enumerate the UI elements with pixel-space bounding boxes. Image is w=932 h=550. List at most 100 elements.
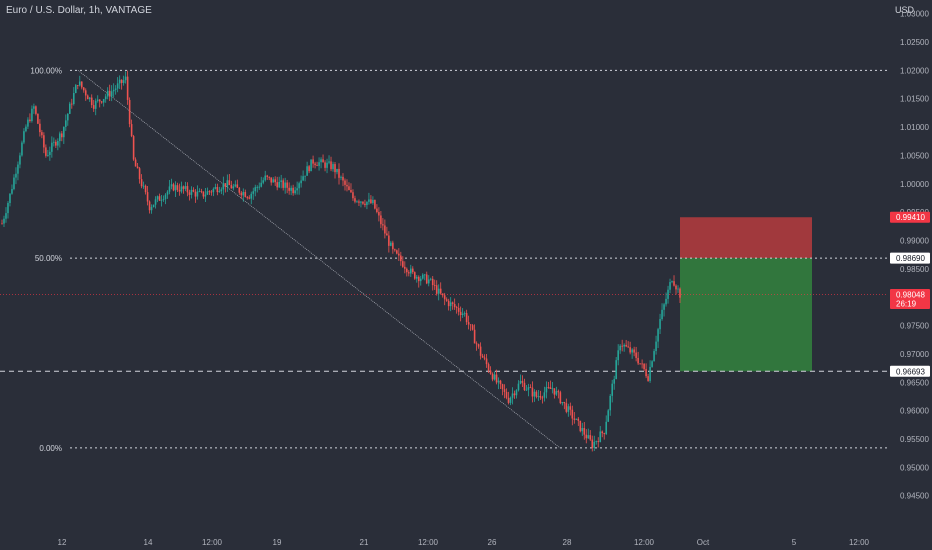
candle-body — [160, 199, 163, 201]
candle-body — [633, 349, 635, 353]
candle-body — [51, 142, 53, 152]
candle-body — [390, 242, 392, 246]
candle-body — [583, 427, 586, 435]
candle-body — [441, 293, 444, 296]
y-tick-label: 0.98500 — [900, 265, 929, 274]
candle-body — [80, 81, 83, 88]
candle-body — [208, 191, 211, 193]
candle-body — [473, 329, 476, 344]
candle-body — [553, 388, 556, 395]
candle-body — [677, 288, 679, 290]
candle-body — [226, 180, 229, 187]
candle-body — [400, 255, 402, 262]
candle-body — [256, 186, 259, 188]
candle-body — [102, 99, 105, 103]
candle-body — [188, 192, 191, 195]
candle-body — [184, 186, 187, 189]
candle-body — [366, 201, 368, 206]
candle-body — [49, 151, 51, 155]
price-tag — [890, 252, 930, 264]
candle-body — [324, 162, 326, 168]
y-tick-label: 0.94500 — [900, 492, 929, 501]
candle-body — [204, 194, 207, 197]
candle-body — [342, 176, 344, 181]
price-tag-label: 0.98690 — [896, 254, 925, 263]
candle-body — [447, 300, 450, 307]
candle-body — [368, 199, 370, 202]
candle-body — [330, 161, 332, 170]
candle-body — [541, 397, 544, 399]
candle-body — [33, 106, 35, 109]
candle-body — [13, 177, 15, 190]
candle-body — [595, 441, 598, 442]
y-tick-label: 1.02000 — [900, 66, 929, 75]
candle-body — [585, 434, 588, 439]
candle-body — [382, 224, 384, 226]
candle-body — [443, 295, 446, 300]
candle-body — [597, 441, 600, 442]
candle-body — [340, 176, 342, 178]
candle-body — [326, 162, 328, 168]
candle-body — [112, 89, 115, 92]
candle-body — [433, 285, 436, 286]
candle-body — [356, 201, 358, 203]
candle-body — [463, 313, 466, 314]
candle-body — [206, 191, 209, 195]
candle-body — [29, 119, 31, 121]
candle-body — [449, 302, 452, 307]
candle-body — [334, 164, 336, 173]
candle-body — [146, 192, 149, 202]
candle-body — [142, 185, 145, 187]
candle-body — [178, 189, 181, 192]
x-tick-label: 12:00 — [418, 538, 439, 547]
candle-body — [675, 285, 677, 290]
candle-body — [647, 376, 649, 381]
candle-body — [212, 188, 215, 193]
candle-body — [202, 191, 205, 197]
candle-body — [679, 288, 681, 298]
take-profit-zone — [680, 258, 812, 372]
candle-body — [513, 393, 516, 396]
candle-body — [411, 268, 414, 273]
candle-body — [198, 191, 201, 193]
candle-body — [310, 159, 312, 172]
candle-body — [555, 391, 558, 395]
candle-body — [360, 201, 362, 203]
candle-body — [1, 223, 3, 225]
candle-body — [116, 83, 119, 89]
candle-body — [358, 201, 360, 203]
candle-body — [288, 187, 290, 191]
candle-body — [332, 164, 334, 170]
candle-body — [284, 182, 286, 188]
candle-body — [192, 189, 195, 192]
candle-body — [53, 141, 55, 143]
candle-body — [90, 97, 93, 106]
candle-body — [374, 199, 376, 209]
candle-body — [617, 350, 619, 361]
candle-body — [354, 198, 356, 202]
candle-body — [240, 192, 243, 196]
candle-body — [659, 319, 661, 330]
y-tick-label: 1.01500 — [900, 95, 929, 104]
candle-body — [162, 199, 165, 200]
candle-body — [122, 80, 125, 83]
candle-body — [328, 161, 330, 163]
candle-body — [471, 325, 474, 330]
candle-body — [27, 119, 29, 127]
candle-body — [172, 184, 175, 191]
candle-body — [262, 180, 265, 183]
candle-body — [402, 261, 404, 267]
candle-body — [655, 341, 657, 352]
price-tag-label: 0.96693 — [896, 367, 925, 376]
candle-body — [118, 79, 121, 84]
fib-trend-line — [77, 70, 561, 449]
candle-body — [531, 387, 534, 397]
candle-body — [302, 176, 304, 181]
candle-body — [581, 427, 584, 432]
candle-body — [661, 309, 663, 320]
candle-body — [406, 268, 408, 273]
x-tick-label: 12:00 — [634, 538, 655, 547]
y-tick-label: 1.02500 — [900, 38, 929, 47]
